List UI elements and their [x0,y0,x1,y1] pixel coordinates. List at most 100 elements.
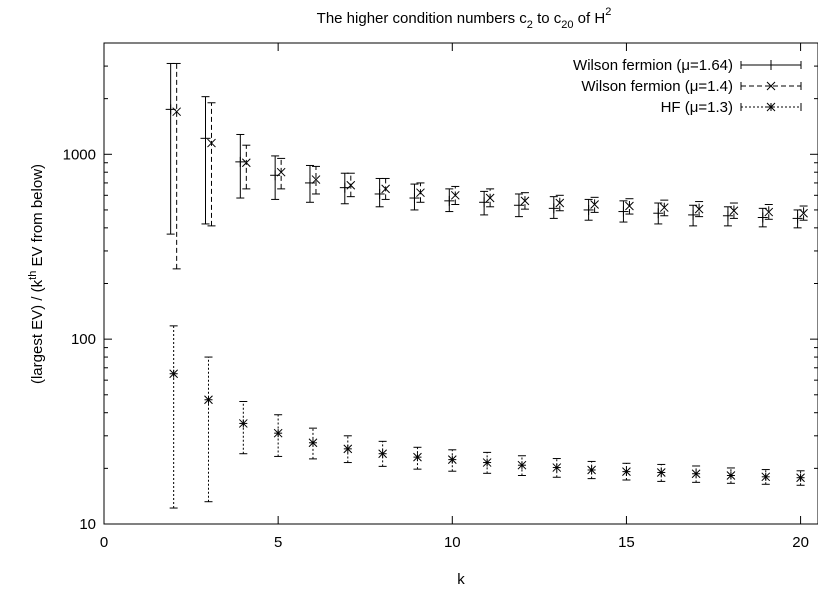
data-point [479,197,490,208]
data-point [517,460,527,470]
marker-stroke [450,190,460,200]
marker-stroke [587,465,596,475]
data-point [273,428,283,438]
data-point [346,180,356,190]
data-point [444,195,455,206]
marker-stroke [346,180,356,190]
data-point [304,177,315,188]
x-tick-label: 10 [444,534,461,551]
data-point [552,463,562,472]
error-bar [172,62,181,270]
data-point [308,438,318,448]
error-bar [169,325,178,509]
marker-stroke [552,463,562,472]
data-point [207,138,216,148]
data-point [590,200,599,209]
error-bar [764,204,773,220]
error-bar [761,469,770,485]
data-point [169,369,179,379]
series-3 [169,325,805,509]
marker-stroke [207,138,216,148]
marker-stroke [273,428,283,438]
marker-stroke [517,460,527,470]
y-axis-label: (largest EV) / (kth EV from below) [27,164,46,384]
marker-stroke [204,395,213,405]
data-point [482,458,492,467]
data-point [691,469,701,479]
marker-stroke [726,471,736,480]
x-tick-label: 0 [100,534,108,551]
marker-stroke [659,203,669,212]
data-point [241,158,251,168]
error-bar [308,427,317,460]
data-point [374,188,385,199]
data-point [726,471,736,480]
data-point [416,188,425,198]
marker-stroke [520,196,530,206]
svg-text:(largest EV) / (kth EV from be: (largest EV) / (kth EV from below) [27,164,46,384]
marker-stroke [169,369,179,379]
legend-label: HF (μ=1.3) [661,99,733,116]
marker-stroke [308,438,318,448]
marker-stroke [378,449,387,459]
data-point [409,193,420,204]
data-point [694,204,704,214]
marker-stroke [482,458,492,467]
error-bar [166,62,175,235]
data-point [625,201,634,211]
data-point [548,203,559,214]
error-bar [695,201,704,218]
marker-stroke [485,193,495,203]
marker-stroke [625,201,634,211]
x-tick-label: 20 [792,534,809,551]
data-point [764,207,774,217]
marker-stroke [555,198,565,208]
marker-stroke [238,419,248,428]
legend-label: Wilson fermion (μ=1.4) [581,78,733,95]
data-point [447,455,457,464]
data-point [761,472,771,482]
error-bar [799,205,808,221]
marker-stroke [622,467,631,476]
data-point [238,419,248,428]
marker-stroke [799,208,808,218]
marker-stroke [764,207,774,217]
marker-stroke [796,473,805,483]
marker-stroke [691,469,701,479]
error-bar [726,467,735,484]
marker-stroke [761,472,771,482]
error-bar [660,199,669,217]
data-point [659,203,669,212]
data-point [413,452,422,462]
marker-stroke [729,206,739,216]
x-tick-label: 15 [618,534,635,551]
data-point [688,209,699,220]
error-bar [201,96,210,225]
marker-stroke [447,455,457,464]
data-point [757,212,768,223]
error-bar [483,451,492,474]
svg-text:The higher condition numbers c: The higher condition numbers c2 to c20 o… [317,6,612,31]
error-bar [311,165,320,195]
series-2 [172,62,808,270]
marker-stroke [381,184,390,194]
marker-stroke [311,175,321,184]
data-point [204,395,213,405]
data-point [520,196,530,206]
legend: Wilson fermion (μ=1.64) Wilson fermion (μ… [573,57,802,116]
data-point [450,190,460,200]
data-point [766,102,776,112]
data-point [200,133,211,144]
y-tick-label: 10 [79,516,96,533]
marker-stroke [413,452,422,462]
marker-stroke [343,444,353,454]
data-point [343,444,353,454]
legend-label: Wilson fermion (μ=1.64) [573,57,733,74]
error-bar [729,202,738,219]
error-bar [590,196,599,213]
marker-stroke [766,81,776,91]
data-point [513,200,524,211]
y-tick-label: 1000 [63,146,96,163]
x-axis-label: k [457,571,465,588]
